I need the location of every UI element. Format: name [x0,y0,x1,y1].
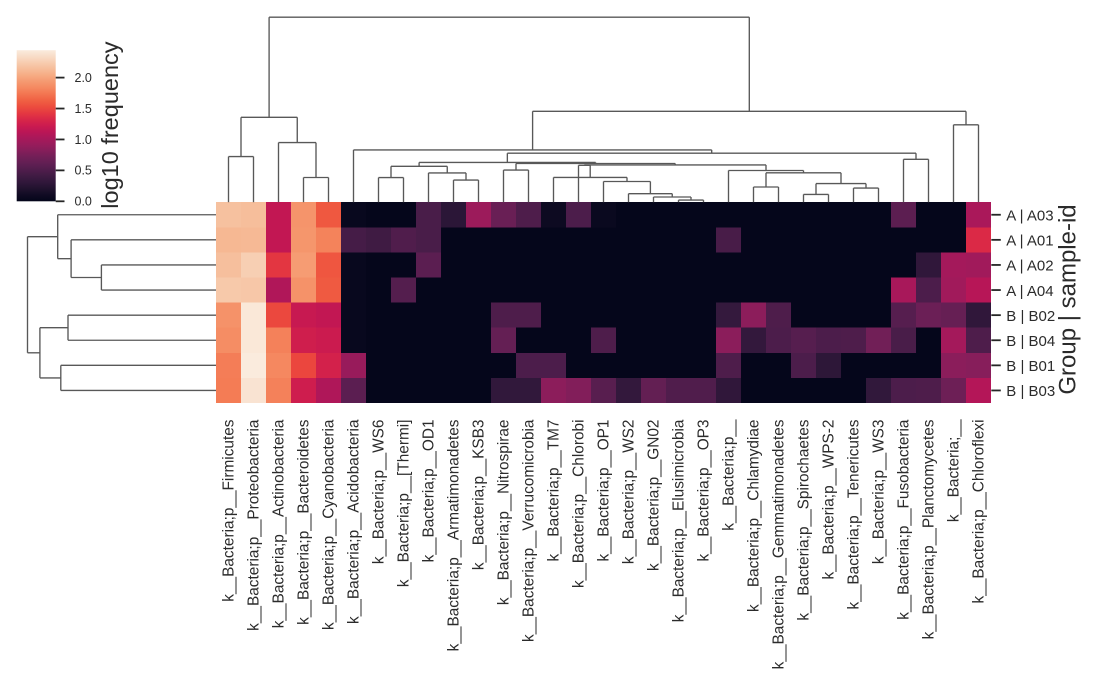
svg-text:k__Bacteria;p__Planctomycetes: k__Bacteria;p__Planctomycetes [921,419,938,639]
svg-text:k__Bacteria;p__: k__Bacteria;p__ [721,419,738,531]
svg-text:A | A03: A | A03 [1006,207,1053,224]
svg-text:k__Bacteria;__: k__Bacteria;__ [946,419,963,522]
svg-text:k__Bacteria;p__Acidobacteria: k__Bacteria;p__Acidobacteria [346,419,363,624]
svg-text:k__Bacteria;p__Armatimonadetes: k__Bacteria;p__Armatimonadetes [446,419,463,651]
svg-text:k__Bacteria;p__WS6: k__Bacteria;p__WS6 [371,420,388,565]
svg-text:k__Bacteria;p__Bacteroidetes: k__Bacteria;p__Bacteroidetes [296,419,313,625]
svg-text:k__Bacteria;p__Fusobacteria: k__Bacteria;p__Fusobacteria [896,419,913,620]
svg-text:k__Bacteria;p__Nitrospirae: k__Bacteria;p__Nitrospirae [496,420,513,606]
svg-text:log10 frequency: log10 frequency [97,41,123,208]
svg-text:k__Bacteria;p__Firmicutes: k__Bacteria;p__Firmicutes [221,419,238,602]
svg-text:k__Bacteria;p__KSB3: k__Bacteria;p__KSB3 [471,420,488,571]
svg-text:0.5: 0.5 [75,164,92,178]
svg-text:k__Bacteria;p__OD1: k__Bacteria;p__OD1 [421,420,438,563]
svg-text:A | A02: A | A02 [1006,258,1053,275]
svg-text:2.0: 2.0 [75,71,92,85]
svg-text:k__Bacteria;p__Spirochaetes: k__Bacteria;p__Spirochaetes [796,419,813,620]
svg-text:k__Bacteria;p__Gemmatimonadete: k__Bacteria;p__Gemmatimonadetes [771,419,788,669]
svg-text:1.5: 1.5 [75,102,92,116]
svg-text:k__Bacteria;p__Chloroflexi: k__Bacteria;p__Chloroflexi [971,420,988,604]
svg-text:k__Bacteria;p__TM7: k__Bacteria;p__TM7 [546,420,563,562]
svg-text:0.0: 0.0 [75,195,92,209]
svg-text:B | B02: B | B02 [1006,308,1055,325]
svg-text:Group | sample-id: Group | sample-id [1055,204,1082,394]
svg-text:k__Bacteria;p__Chlamydiae: k__Bacteria;p__Chlamydiae [746,420,763,613]
svg-text:k__Bacteria;p__WPS-2: k__Bacteria;p__WPS-2 [821,420,838,580]
svg-text:B | B01: B | B01 [1006,358,1055,375]
svg-text:k__Bacteria;p__GN02: k__Bacteria;p__GN02 [646,420,663,571]
svg-text:k__Bacteria;p__WS3: k__Bacteria;p__WS3 [871,420,888,565]
svg-text:k__Bacteria;p__Chlorobi: k__Bacteria;p__Chlorobi [571,420,588,589]
svg-text:k__Bacteria;p__Proteobacteria: k__Bacteria;p__Proteobacteria [246,419,263,631]
svg-text:k__Bacteria;p__Tenericutes: k__Bacteria;p__Tenericutes [846,419,863,609]
svg-text:k__Bacteria;p__Cyanobacteria: k__Bacteria;p__Cyanobacteria [321,419,338,630]
svg-text:A | A01: A | A01 [1006,233,1053,250]
svg-text:k__Bacteria;p__OP1: k__Bacteria;p__OP1 [596,420,613,562]
svg-text:k__Bacteria;p__OP3: k__Bacteria;p__OP3 [696,420,713,562]
svg-text:B | B03: B | B03 [1006,383,1055,400]
svg-text:k__Bacteria;p__[Thermi]: k__Bacteria;p__[Thermi] [396,420,413,588]
svg-text:k__Bacteria;p__WS2: k__Bacteria;p__WS2 [621,420,638,565]
svg-text:k__Bacteria;p__Actinobacteria: k__Bacteria;p__Actinobacteria [271,419,288,628]
svg-text:k__Bacteria;p__Verrucomicrobia: k__Bacteria;p__Verrucomicrobia [521,419,538,642]
svg-text:A | A04: A | A04 [1006,283,1053,300]
svg-text:B | B04: B | B04 [1006,333,1055,350]
svg-text:k__Bacteria;p__Elusimicrobia: k__Bacteria;p__Elusimicrobia [671,419,688,622]
svg-text:1.0: 1.0 [75,133,92,147]
